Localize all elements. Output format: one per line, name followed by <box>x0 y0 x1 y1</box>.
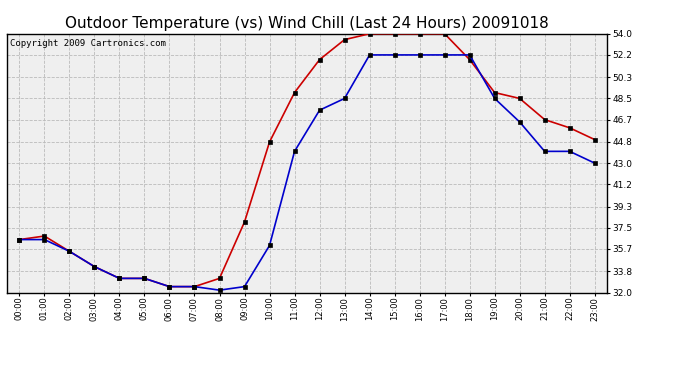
Text: Copyright 2009 Cartronics.com: Copyright 2009 Cartronics.com <box>10 39 166 48</box>
Title: Outdoor Temperature (vs) Wind Chill (Last 24 Hours) 20091018: Outdoor Temperature (vs) Wind Chill (Las… <box>65 16 549 31</box>
